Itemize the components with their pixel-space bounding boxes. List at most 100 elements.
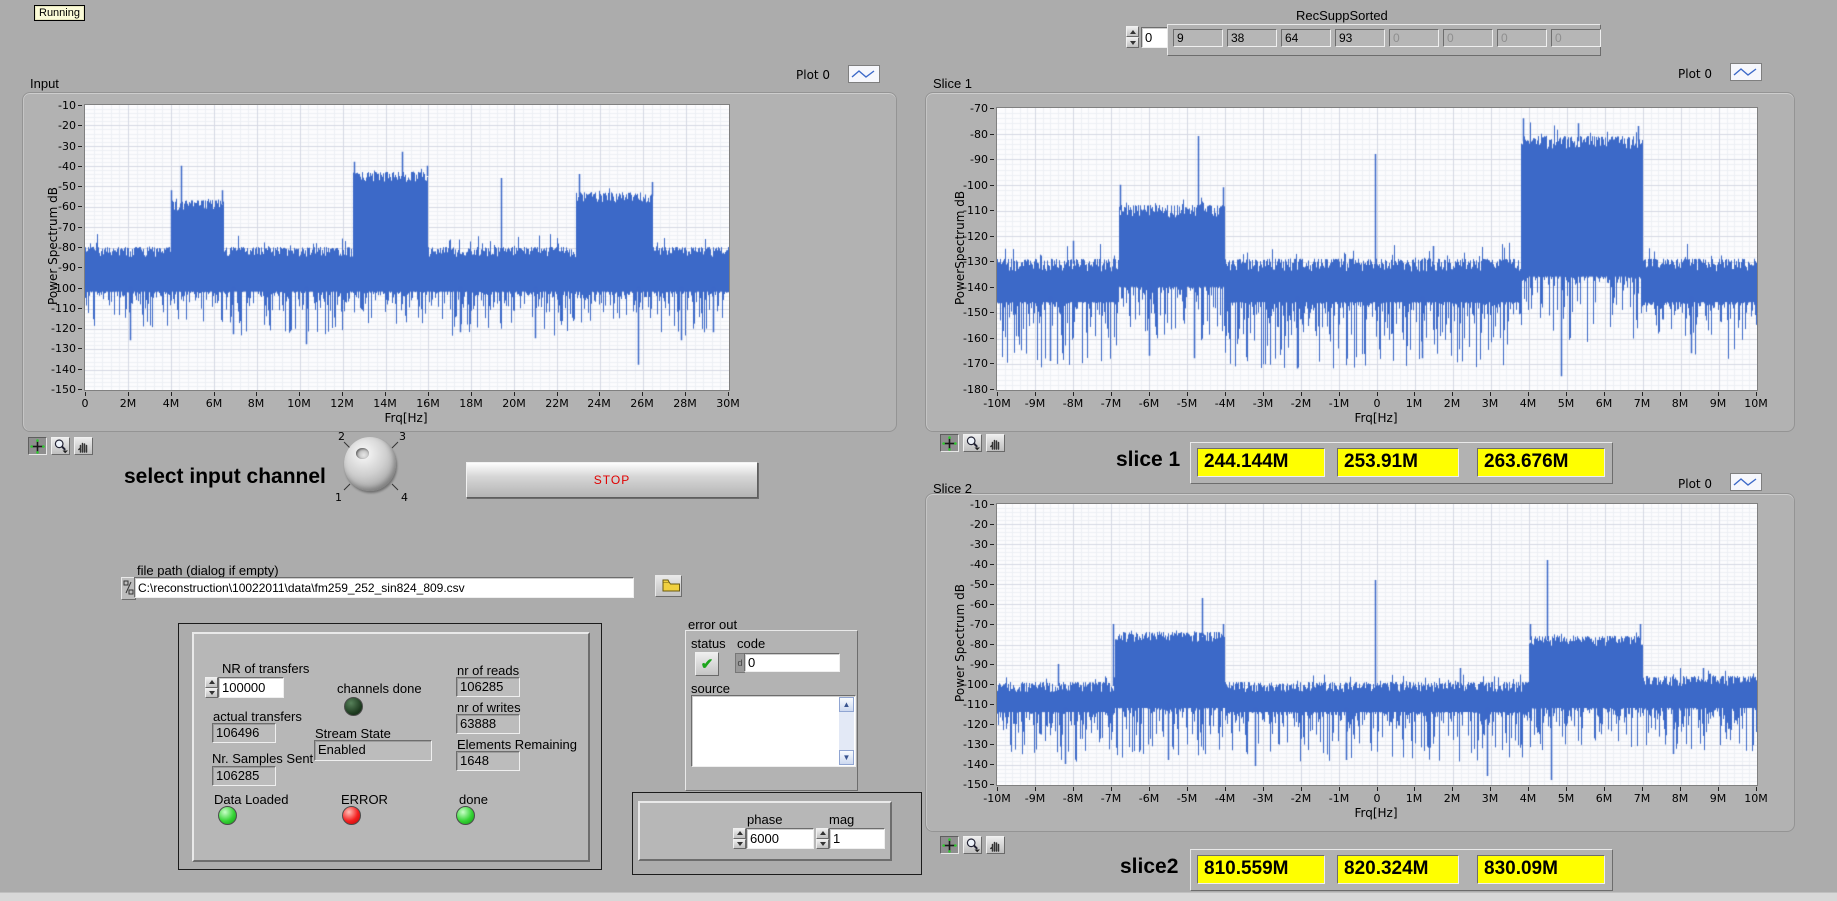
axis-tick-label: -110 bbox=[963, 698, 988, 711]
axis-tick-label: 7M bbox=[1633, 792, 1651, 805]
zoom-tool-icon[interactable] bbox=[51, 437, 70, 455]
nr-of-reads-value: 106285 bbox=[456, 677, 520, 697]
axis-tick-mark bbox=[514, 392, 515, 396]
select-input-channel-label: select input channel bbox=[124, 465, 326, 488]
recsupp-index-spinner[interactable] bbox=[1126, 26, 1139, 48]
source-scrollbar[interactable]: ▲ ▼ bbox=[839, 697, 854, 765]
axis-tick-mark bbox=[1187, 392, 1188, 396]
file-path-input[interactable] bbox=[134, 577, 634, 598]
zoom-tool-icon[interactable] bbox=[963, 434, 982, 452]
slice1-graph: PowerSpectrum dB Frq[Hz] -10M -9M -8M -7M -6… bbox=[925, 92, 1795, 432]
axis-tick-label: -7M bbox=[1100, 397, 1122, 410]
input-graph-palette bbox=[28, 437, 93, 455]
phase-input[interactable] bbox=[746, 828, 814, 849]
axis-tick-mark bbox=[78, 105, 82, 106]
axis-tick-mark bbox=[990, 389, 994, 390]
stop-button[interactable]: STOP bbox=[466, 462, 758, 498]
recsupp-index-input[interactable] bbox=[1141, 27, 1171, 48]
slice1-x-axis-label: Frq[Hz] bbox=[1354, 411, 1398, 425]
scroll-down-icon[interactable]: ▼ bbox=[839, 750, 854, 765]
nr-of-transfers-spinner[interactable] bbox=[205, 677, 218, 698]
spinner-down-icon[interactable] bbox=[1126, 37, 1139, 48]
pan-hand-icon[interactable] bbox=[986, 434, 1005, 452]
axis-tick-label: 1M bbox=[1405, 397, 1423, 410]
input-spectrum-plot bbox=[84, 104, 730, 391]
axis-tick-mark bbox=[1377, 787, 1378, 791]
spinner-up-icon[interactable] bbox=[1126, 26, 1139, 37]
axis-tick-mark bbox=[990, 704, 994, 705]
axis-tick-label: -70 bbox=[58, 221, 76, 234]
axis-tick-label: 4M bbox=[162, 397, 180, 410]
slice2-spectrum-plot bbox=[996, 503, 1758, 786]
spinner-down-icon[interactable] bbox=[816, 838, 829, 849]
knob-tick-2: 2 bbox=[338, 430, 345, 443]
done-label: done bbox=[459, 792, 488, 807]
cursor-crosshair-icon[interactable] bbox=[940, 836, 959, 854]
axis-tick-mark bbox=[1187, 787, 1188, 791]
line-sample-icon bbox=[1733, 68, 1757, 76]
error-code-input[interactable] bbox=[744, 653, 840, 672]
mag-input[interactable] bbox=[829, 828, 885, 849]
cursor-crosshair-icon[interactable] bbox=[940, 434, 959, 452]
elements-remaining-value: 1648 bbox=[456, 751, 520, 771]
axis-tick-label: 2M bbox=[1443, 397, 1461, 410]
axis-tick-mark bbox=[78, 166, 82, 167]
spinner-down-icon[interactable] bbox=[205, 687, 218, 698]
phase-spinner[interactable] bbox=[733, 828, 746, 849]
spinner-up-icon[interactable] bbox=[733, 828, 746, 839]
data-loaded-label: Data Loaded bbox=[214, 792, 289, 807]
axis-tick-label: 0 bbox=[1373, 792, 1381, 805]
slice2-plot-legend-sample[interactable] bbox=[1730, 473, 1762, 491]
window-bottom-edge bbox=[0, 892, 1837, 901]
nr-of-transfers-input[interactable] bbox=[218, 677, 284, 698]
browse-folder-button[interactable] bbox=[655, 575, 682, 597]
scroll-up-icon[interactable]: ▲ bbox=[839, 697, 854, 712]
axis-tick-mark bbox=[1452, 392, 1453, 396]
actual-transfers-value: 106496 bbox=[212, 723, 276, 743]
axis-tick-label: -10 bbox=[970, 498, 988, 511]
mag-spinner[interactable] bbox=[816, 828, 829, 849]
error-out-label: error out bbox=[688, 617, 738, 632]
axis-tick-label: -2M bbox=[1290, 792, 1312, 805]
pan-hand-icon[interactable] bbox=[74, 437, 93, 455]
spinner-up-icon[interactable] bbox=[816, 828, 829, 839]
recsupp-cell: 9 bbox=[1173, 29, 1223, 47]
input-plot-legend-sample[interactable] bbox=[848, 65, 880, 83]
zoom-tool-icon[interactable] bbox=[963, 836, 982, 854]
folder-icon bbox=[662, 579, 680, 591]
axis-tick-label: 14M bbox=[373, 397, 397, 410]
running-button[interactable]: Running bbox=[34, 5, 85, 21]
axis-tick-label: 8M bbox=[247, 397, 265, 410]
axis-tick-label: -8M bbox=[1062, 397, 1084, 410]
axis-tick-mark bbox=[471, 392, 472, 396]
axis-tick-mark bbox=[1111, 787, 1112, 791]
error-source-label: source bbox=[691, 681, 731, 696]
spinner-up-icon[interactable] bbox=[205, 677, 218, 688]
axis-tick-mark bbox=[1263, 787, 1264, 791]
recsupp-cell: 0 bbox=[1497, 29, 1547, 47]
input-channel-knob[interactable] bbox=[344, 437, 396, 491]
axis-tick-label: 5M bbox=[1557, 792, 1575, 805]
knob-tick-1: 1 bbox=[335, 491, 342, 504]
axis-tick-label: 0 bbox=[81, 397, 89, 410]
error-led-label: ERROR bbox=[341, 792, 388, 807]
recsupp-label: RecSuppSorted bbox=[1296, 8, 1388, 23]
axis-tick-label: 6M bbox=[205, 397, 223, 410]
recsupp-cell: 0 bbox=[1443, 29, 1493, 47]
path-glyph-icon bbox=[121, 577, 136, 600]
axis-tick-label: -5M bbox=[1176, 792, 1198, 805]
cursor-crosshair-icon[interactable] bbox=[28, 437, 47, 455]
error-code-label: code bbox=[737, 636, 766, 651]
axis-tick-mark bbox=[1756, 392, 1757, 396]
axis-tick-mark bbox=[1718, 787, 1719, 791]
axis-tick-mark bbox=[990, 287, 994, 288]
axis-tick-label: 24M bbox=[587, 397, 611, 410]
slice1-plot-legend-sample[interactable] bbox=[1730, 63, 1762, 81]
axis-tick-label: 10M bbox=[287, 397, 311, 410]
pan-hand-icon[interactable] bbox=[986, 836, 1005, 854]
error-source-textbox[interactable]: ▲ ▼ bbox=[691, 695, 856, 767]
spinner-down-icon[interactable] bbox=[733, 838, 746, 849]
axis-tick-mark bbox=[990, 584, 994, 585]
actual-transfers-label: actual transfers bbox=[213, 709, 302, 724]
axis-tick-label: -70 bbox=[970, 618, 988, 631]
